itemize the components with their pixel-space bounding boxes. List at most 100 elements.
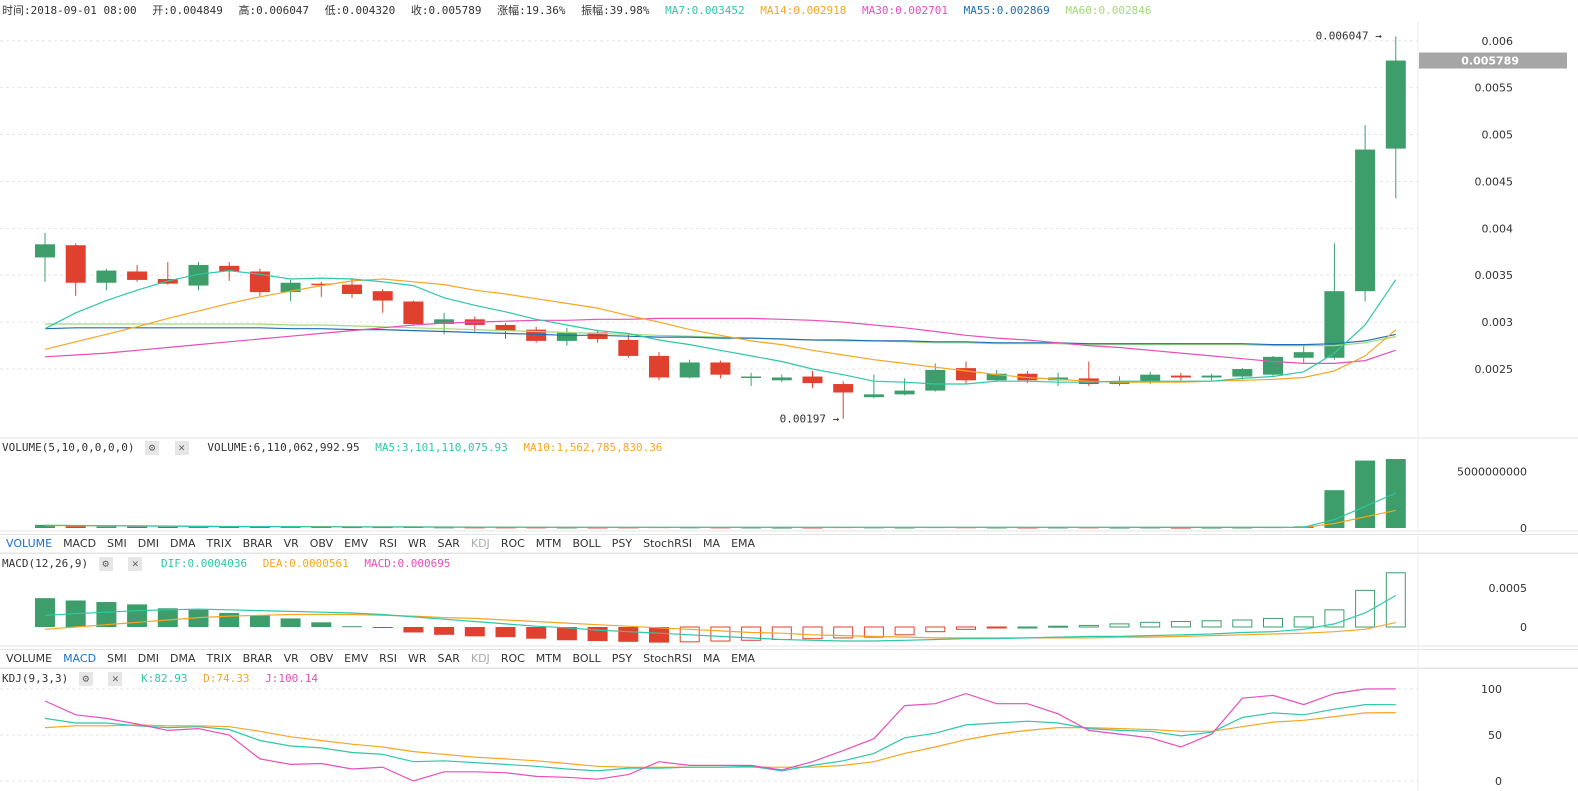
tab-sar[interactable]: SAR <box>437 652 460 665</box>
tab-ema[interactable]: EMA <box>731 537 756 550</box>
kdj-d-line <box>44 712 1396 768</box>
gear-icon[interactable]: ⚙ <box>78 672 93 686</box>
tab-smi[interactable]: SMI <box>107 537 127 550</box>
tab-dmi[interactable]: DMI <box>137 652 159 665</box>
ma30-label: MA30:0.002701 <box>861 4 949 17</box>
tab-obv[interactable]: OBV <box>309 652 334 665</box>
candle <box>434 319 455 325</box>
candle <box>618 339 639 356</box>
kdj-tick-label: 50 <box>1488 729 1502 742</box>
price-tick-label: 0.0025 <box>1475 363 1514 376</box>
tab-rsi[interactable]: RSI <box>379 537 397 550</box>
change-label: 涨幅:19.36% <box>497 4 566 17</box>
gear-icon[interactable]: ⚙ <box>98 557 113 571</box>
tab-roc[interactable]: ROC <box>500 652 525 665</box>
kdj-j: J:100.14 <box>265 672 319 685</box>
price-tick-label: 0.0035 <box>1475 269 1514 282</box>
macd-bar <box>342 626 362 628</box>
tab-boll[interactable]: BOLL <box>572 652 601 665</box>
tab-kdj[interactable]: KDJ <box>470 537 490 550</box>
volume-bar <box>342 527 362 529</box>
tab-psy[interactable]: PSY <box>611 537 633 550</box>
tab-mtm[interactable]: MTM <box>535 652 562 665</box>
tab-wr[interactable]: WR <box>407 537 427 550</box>
kdj-d: D:74.33 <box>203 672 250 685</box>
tab-sar[interactable]: SAR <box>437 537 460 550</box>
macd-bar <box>495 627 516 638</box>
min-price-annotation: 0.00197 → <box>780 413 840 426</box>
candle <box>188 264 209 286</box>
tab-emv[interactable]: EMV <box>344 652 369 665</box>
candle <box>1385 60 1406 149</box>
tab-vr[interactable]: VR <box>283 537 299 550</box>
price-tick-label: 0.004 <box>1482 222 1514 235</box>
tab-smi[interactable]: SMI <box>107 652 127 665</box>
volume-value: VOLUME:6,110,062,992.95 <box>207 441 360 454</box>
tab-brar[interactable]: BRAR <box>242 537 273 550</box>
tab-volume[interactable]: VOLUME <box>6 537 53 550</box>
tab-boll[interactable]: BOLL <box>572 537 601 550</box>
candle <box>986 373 1007 381</box>
candle <box>833 384 854 393</box>
amplitude-label: 振幅:39.98% <box>581 4 650 17</box>
ma30-line <box>44 317 1396 364</box>
tab-trix[interactable]: TRIX <box>206 652 232 665</box>
volume-bar <box>464 527 485 529</box>
tab-brar[interactable]: BRAR <box>242 652 273 665</box>
volume-bar <box>894 527 915 529</box>
tab-obv[interactable]: OBV <box>309 537 334 550</box>
volume-bar <box>188 526 209 528</box>
tab-emv[interactable]: EMV <box>344 537 369 550</box>
tab-rsi[interactable]: RSI <box>379 652 397 665</box>
current-price-tag <box>1419 52 1567 69</box>
macd-bar <box>127 604 148 627</box>
close-icon[interactable]: ✕ <box>128 557 143 571</box>
candle <box>311 283 332 286</box>
volume-ma10: MA10:1,562,785,830.36 <box>523 441 663 454</box>
tab-dma[interactable]: DMA <box>169 652 196 665</box>
tab-ma[interactable]: MA <box>703 537 721 550</box>
tab-dma[interactable]: DMA <box>169 537 196 550</box>
ma7-line <box>44 269 1397 385</box>
tab-macd[interactable]: MACD <box>63 652 97 665</box>
macd-bar <box>833 626 854 639</box>
gear-icon[interactable]: ⚙ <box>145 441 160 455</box>
tab-stochrsi[interactable]: StochRSI <box>643 652 693 665</box>
volume-bar <box>249 526 270 528</box>
candle <box>219 265 240 272</box>
tab-kdj[interactable]: KDJ <box>470 652 490 665</box>
tab-ma[interactable]: MA <box>703 652 721 665</box>
macd-bar <box>311 622 332 627</box>
candle <box>35 244 55 258</box>
tab-psy[interactable]: PSY <box>611 652 633 665</box>
macd-bar <box>1170 621 1191 628</box>
tab-stochrsi[interactable]: StochRSI <box>643 537 693 550</box>
tab-volume[interactable]: VOLUME <box>6 652 53 665</box>
macd-bar <box>372 627 393 628</box>
tab-trix[interactable]: TRIX <box>206 537 232 550</box>
volume-bar <box>1170 527 1191 529</box>
tab-ema[interactable]: EMA <box>731 652 756 665</box>
tab-roc[interactable]: ROC <box>500 537 525 550</box>
macd-bar <box>1263 617 1283 628</box>
macd-bar <box>894 626 915 636</box>
macd-bar <box>1293 616 1314 628</box>
ma60-label: MA60:0.002846 <box>1065 4 1152 17</box>
volume-bar <box>65 526 86 528</box>
tab-macd[interactable]: MACD <box>63 537 97 550</box>
tab-dmi[interactable]: DMI <box>137 537 159 550</box>
macd-dif: DIF:0.0004036 <box>160 557 248 570</box>
volume-bar <box>587 527 608 529</box>
candle <box>1140 374 1161 382</box>
max-price-annotation: 0.006047 → <box>1316 29 1383 42</box>
tab-mtm[interactable]: MTM <box>535 537 562 550</box>
volume-ma5-line <box>44 492 1397 528</box>
volume-bar <box>1355 460 1376 528</box>
volume-bar <box>495 527 516 529</box>
close-icon[interactable]: ✕ <box>108 672 123 686</box>
tab-vr[interactable]: VR <box>283 652 299 665</box>
tab-wr[interactable]: WR <box>407 652 427 665</box>
close-icon[interactable]: ✕ <box>174 441 189 455</box>
volume-bar <box>280 526 301 528</box>
